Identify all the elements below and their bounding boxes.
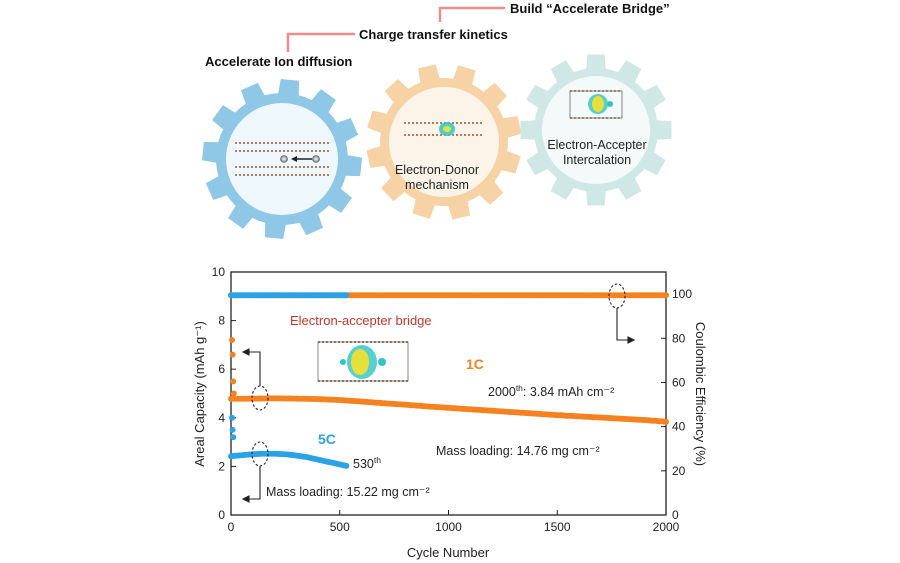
data-point [663,292,669,299]
y-right-tick-label: 100 [672,287,692,301]
data-point [343,462,350,469]
data-point-initial [229,337,235,343]
x-tick-label: 500 [330,520,350,534]
gear-right-label-line1: Electron-Accepter [547,138,646,152]
bridge-title: Electron-accepter bridge [290,313,432,328]
data-point-initial [230,434,237,441]
mass-loading-1c: Mass loading: 14.76 mg cm⁻² [436,444,600,458]
data-point-initial [229,351,236,358]
y-right-tick-label: 60 [672,375,686,389]
schematic-panel: Accelerate Ion diffusion Charge transfer… [202,1,672,239]
label-1c: 1C [466,356,484,372]
data-point-initial [230,378,237,385]
data-point-initial [230,390,237,397]
gear-right-label-line2: Intercalation [563,153,631,167]
bridge-structure-icon [317,341,409,382]
y-left-tick-label: 8 [218,314,225,328]
mass-loading-5c: Mass loading: 15.22 mg cm⁻² [266,485,430,499]
cycle-2000-annotation: 2000th: 3.84 mAh cm⁻² [488,383,614,399]
x-axis-title: Cycle Number [407,545,490,560]
y-axis-right: 0 20 40 60 80 100 [661,287,692,522]
gear-middle-label-line2: mechanism [405,178,469,192]
axis-indicator-5c [241,441,269,503]
x-tick-label: 2000 [653,520,680,534]
cycle-530-superscript: th [374,455,381,465]
y-right-tick-label: 20 [672,464,686,478]
step-2-label: Charge transfer kinetics [359,27,508,42]
ion-diffusion-icon [280,155,320,163]
y-left-tick-label: 6 [218,362,225,376]
x-tick-label: 1500 [544,520,571,534]
step-line-1 [286,32,355,52]
series-1c [228,337,669,425]
label-5c: 5C [318,431,336,447]
x-axis: 0 500 1000 1500 2000 [228,510,680,534]
step-1-label: Accelerate Ion diffusion [205,54,352,69]
data-point [663,418,669,425]
y-left-tick-label: 0 [218,508,225,522]
x-tick-label: 0 [228,520,235,534]
step-line-2 [438,6,505,22]
y-right-tick-label: 40 [672,420,686,434]
step-3-label: Build “Accelerate Bridge” [510,1,670,16]
y-axis-right-title: Coulombic Efficiency (%) [693,322,708,466]
axis-indicator-1c [241,348,269,411]
electron-donor-structure-icon [404,122,484,136]
cycle-2000-superscript: th [516,383,523,393]
y-axis-left-title: Areal Capacity (mAh g⁻¹) [192,321,207,467]
y-left-tick-label: 2 [218,459,225,473]
series-ce-5c [228,292,350,299]
data-point [343,292,350,299]
axis-indicator-ce [608,283,636,344]
series-layer [228,292,669,469]
cycle-2000-number: 2000 [488,385,516,399]
chart: 0 500 1000 1500 2000 0 2 4 6 8 10 0 20 40 60 80 100 Cy… [192,265,708,560]
data-point-initial [229,426,236,433]
gear-middle-inner [389,87,499,197]
cycle-530-annotation: 530th [353,455,381,471]
y-right-tick-label: 80 [672,331,686,345]
gear-right-inner [542,76,650,184]
cycle-530-number: 530 [353,457,374,471]
y-right-tick-label: 0 [672,508,679,522]
cycle-2000-value: : 3.84 mAh cm⁻² [523,385,614,399]
data-point-initial [229,414,235,421]
x-tick-label: 1000 [435,520,462,534]
electron-accepter-structure-icon [569,90,623,119]
series-5c [228,414,350,469]
y-left-tick-label: 4 [218,411,225,425]
y-left-tick-label: 10 [212,265,226,279]
gear-middle-label-line1: Electron-Donor [395,163,479,177]
